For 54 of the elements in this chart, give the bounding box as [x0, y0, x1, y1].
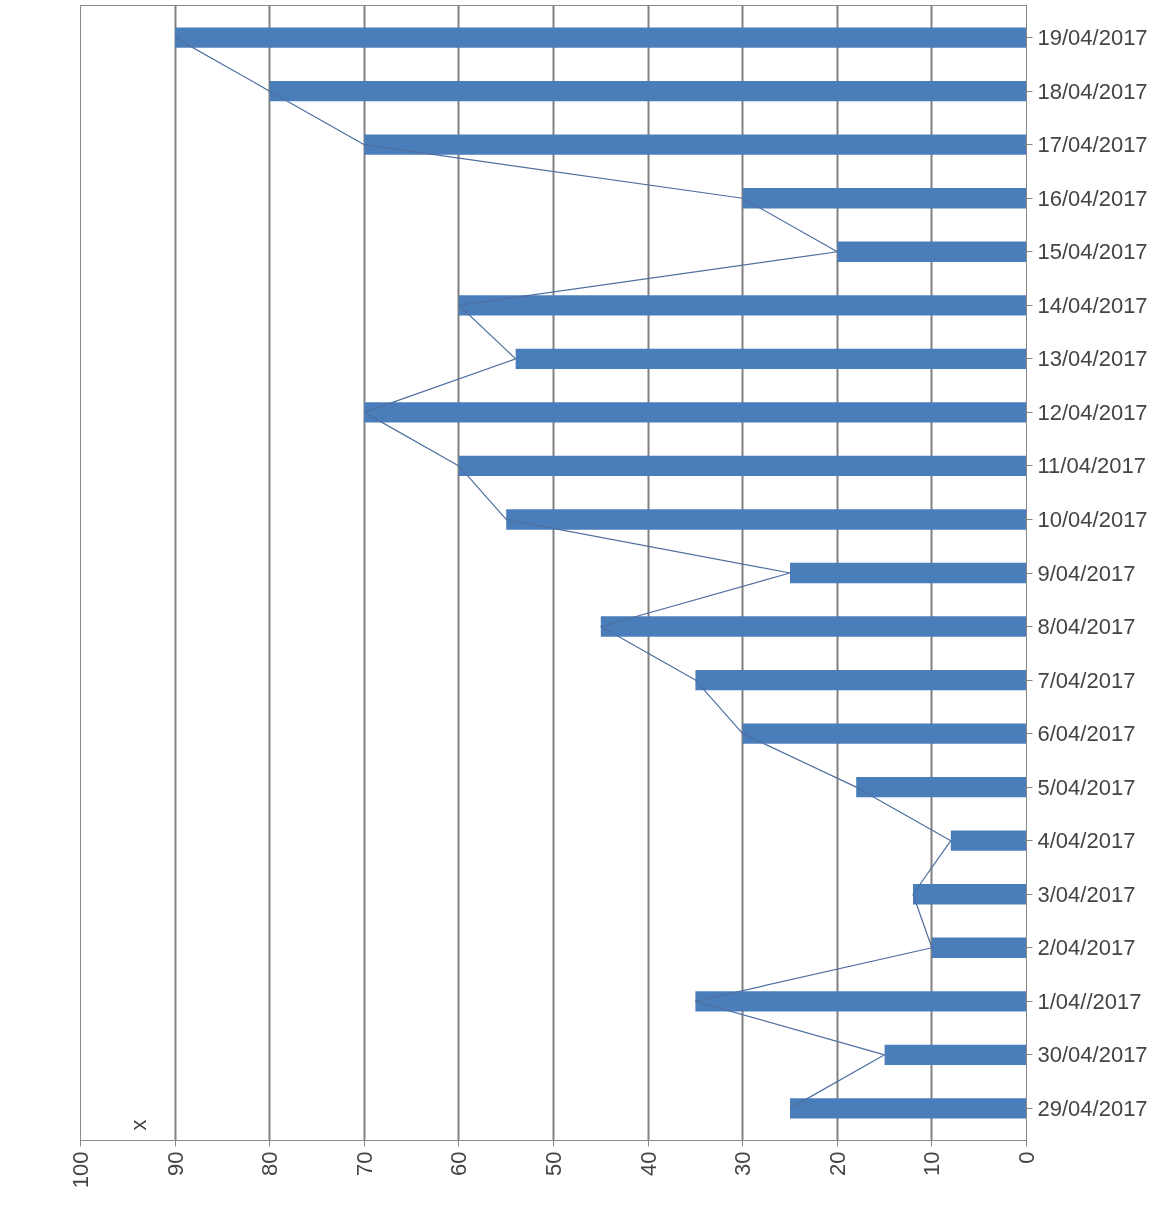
- bar: [856, 776, 1027, 798]
- x-tick-label: 0: [1014, 1151, 1039, 1164]
- y-tick-label: 16/04/2017: [1037, 185, 1148, 211]
- bar: [790, 1098, 1027, 1119]
- x-tick-label: 70: [351, 1151, 377, 1176]
- x-tick-label: 50: [541, 1151, 566, 1176]
- y-tick-label: 12/04/2017: [1037, 399, 1148, 425]
- y-tick-label: 1/04//2017: [1037, 988, 1142, 1014]
- x-tick-label: 80: [257, 1151, 283, 1176]
- y-tick-label: 3/04/2017: [1037, 881, 1136, 907]
- y-tick-label: 9/04/2017: [1037, 560, 1136, 586]
- bar: [931, 937, 1027, 958]
- x-tick-label: 100: [68, 1151, 93, 1189]
- bar: [506, 509, 1027, 530]
- bar: [364, 134, 1027, 155]
- y-tick-label: 15/04/2017: [1037, 239, 1148, 265]
- y-tick-label: 17/04/2017: [1037, 132, 1148, 158]
- bar: [742, 188, 1027, 209]
- bar: [695, 991, 1027, 1012]
- annotation: x: [125, 1119, 151, 1131]
- bar: [175, 27, 1027, 48]
- bar: [364, 402, 1027, 423]
- y-tick-label: 30/04/2017: [1037, 1042, 1148, 1068]
- bar: [269, 80, 1027, 102]
- bar: [837, 241, 1027, 262]
- bar: [790, 562, 1027, 584]
- x-tick-label: 30: [730, 1151, 756, 1176]
- bar: [515, 348, 1027, 370]
- y-tick-label: 13/04/2017: [1037, 346, 1148, 372]
- y-tick-label: 7/04/2017: [1037, 667, 1136, 693]
- bar: [912, 884, 1027, 905]
- y-tick-label: 4/04/2017: [1037, 828, 1136, 854]
- x-tick-label: 60: [446, 1151, 472, 1176]
- y-tick-label: 19/04/2017: [1037, 25, 1148, 51]
- x-tick-label: 20: [824, 1151, 850, 1176]
- y-tick-label: 11/04/2017: [1037, 453, 1146, 479]
- bar: [884, 1044, 1027, 1066]
- x-tick-label: 10: [919, 1151, 945, 1176]
- bar: [600, 616, 1027, 637]
- y-tick-label: 8/04/2017: [1037, 614, 1136, 640]
- y-tick-label: 5/04/2017: [1037, 774, 1136, 800]
- bar: [458, 295, 1027, 316]
- y-tick-label: 2/04/2017: [1037, 935, 1136, 961]
- y-tick-label: 14/04/2017: [1037, 292, 1148, 318]
- bar: [458, 455, 1027, 477]
- x-tick-label: 90: [162, 1151, 188, 1176]
- y-tick-label: 18/04/2017: [1037, 78, 1148, 104]
- x-tick-label: 40: [635, 1151, 661, 1176]
- y-tick-label: 6/04/2017: [1037, 721, 1136, 747]
- y-tick-label: 29/04/2017: [1037, 1095, 1148, 1121]
- bar: [742, 723, 1027, 744]
- bar: [695, 669, 1027, 691]
- y-tick-label: 10/04/2017: [1037, 506, 1148, 532]
- bar: [950, 830, 1027, 851]
